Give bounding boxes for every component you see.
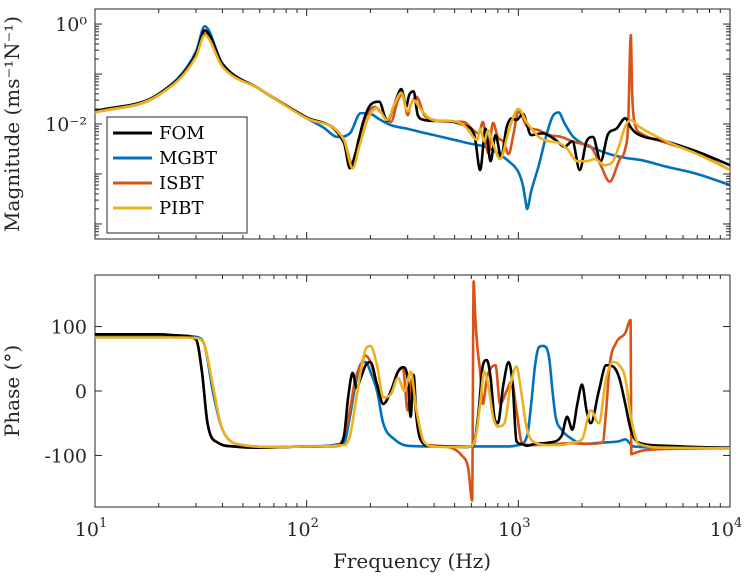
phase-ytick-label: -100 [44,445,87,467]
legend-label-isbt: ISBT [159,173,204,194]
xtick-label: 103 [498,516,530,541]
magnitude-ylabel: Magnitude (ms⁻¹N⁻¹) [0,16,24,232]
magnitude-series-pibt [95,33,730,172]
legend-label-fom: FOM [159,123,205,144]
phase-plot-area [95,280,730,502]
phase-series-pibt [95,336,730,450]
magnitude-ytick-label: 10⁰ [55,14,87,36]
phase-ylabel: Phase (°) [0,345,24,437]
frequency-xlabel: Frequency (Hz) [333,549,491,573]
magnitude-plot-area [95,25,730,211]
magnitude-ytick-label: 10⁻² [45,114,87,136]
legend-box [106,116,248,234]
xtick-label: 101 [75,516,107,541]
phase-ytick-label: 0 [75,381,87,403]
legend-label-mgbt: MGBT [159,148,217,169]
ticks-layer: 10⁰ 10⁻² 100 0 -100 101 102 103 104 [44,8,742,541]
xtick-label: 102 [286,516,318,541]
xtick-label: 104 [710,516,742,541]
legend-label-pibt: PIBT [159,198,203,219]
legend: FOM MGBT ISBT PIBT [106,116,248,234]
phase-ytick-label: 100 [51,317,87,339]
